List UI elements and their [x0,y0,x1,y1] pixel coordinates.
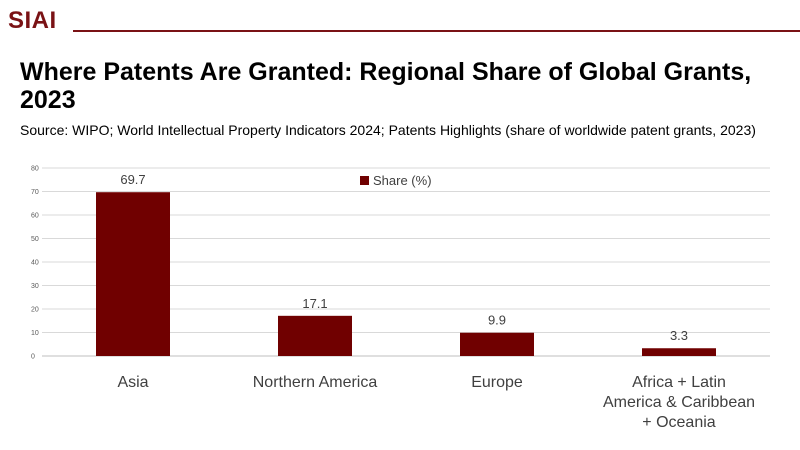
data-label: 69.7 [120,172,145,187]
data-label: 3.3 [670,328,688,343]
x-tick-label: + Oceania [642,414,715,431]
bar [96,192,170,356]
y-tick-label: 50 [31,236,39,243]
chart-title: Where Patents Are Granted: Regional Shar… [20,58,752,114]
legend-swatch [360,176,369,185]
y-tick-label: 40 [31,260,39,267]
bar [460,332,534,356]
y-tick-label: 0 [31,354,35,361]
y-tick-label: 80 [31,166,39,173]
x-tick-label: Europe [471,374,523,391]
x-tick-label: Asia [117,374,148,391]
y-tick-label: 30 [31,283,39,290]
header-divider [73,30,800,32]
y-tick-label: 70 [31,189,39,196]
data-label: 17.1 [302,296,327,311]
y-tick-label: 10 [31,330,39,337]
bar [642,348,716,356]
y-tick-label: 60 [31,213,39,220]
x-tick-label: America & Caribbean [603,394,755,411]
x-tick-label: Northern America [253,374,378,391]
chart-subtitle: Source: WIPO; World Intellectual Propert… [20,122,756,138]
data-label: 9.9 [488,313,506,328]
x-tick-label: Africa + Latin [632,374,726,391]
y-tick-label: 20 [31,307,39,314]
bar [278,315,352,356]
logo: SIAI [8,7,57,34]
legend-label: Share (%) [373,173,432,188]
